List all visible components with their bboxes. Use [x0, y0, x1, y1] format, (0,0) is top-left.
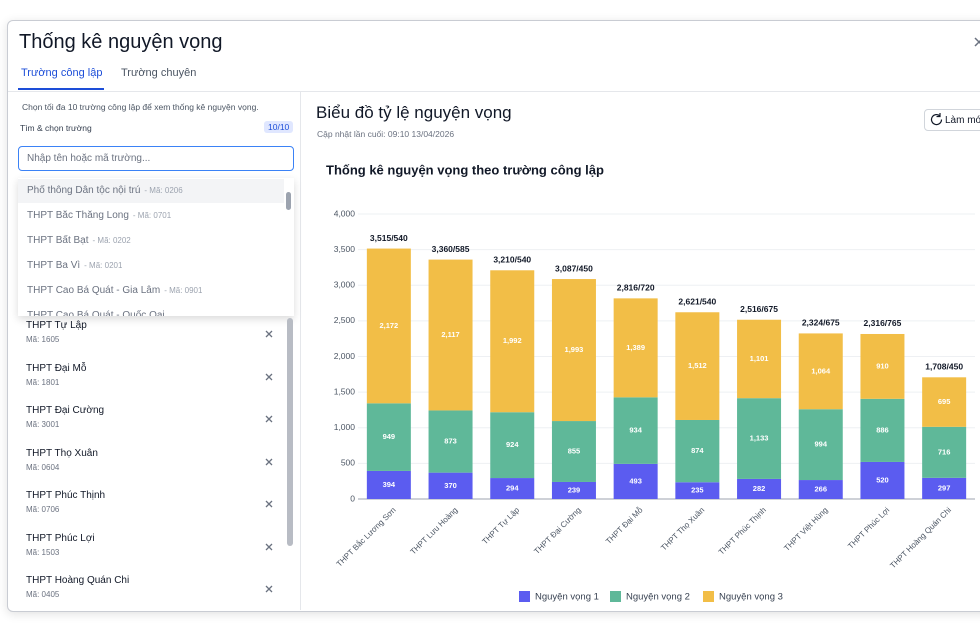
panel-title: Biểu đồ tỷ lệ nguyện vọng [316, 103, 512, 122]
selected-code: Mã: 0405 [26, 590, 60, 599]
school-name: THPT Ba Vì [27, 260, 81, 271]
selected-code: Mã: 0706 [26, 505, 60, 514]
dropdown-item[interactable]: THPT Bắc Thăng Long - Mã: 0701 [27, 210, 171, 221]
modal-title: Thống kê nguyện vọng [19, 31, 223, 53]
selected-code: Mã: 3001 [26, 420, 60, 429]
remove-button[interactable] [265, 580, 273, 593]
refresh-button[interactable]: Làm mới [924, 109, 980, 131]
selected-code: Mã: 1605 [26, 335, 60, 344]
selected-code: Mã: 0604 [26, 462, 60, 472]
tab-underline [18, 88, 104, 90]
dropdown-item[interactable]: Phổ thông Dân tộc nội trú - Mã: 0206 [27, 185, 183, 196]
school-name: THPT Cao Bá Quát - Gia Lâm [27, 285, 161, 296]
selected-name: THPT Thọ Xuân [26, 447, 98, 459]
dropdown-scrollbar [286, 192, 291, 210]
school-name: THPT Bắc Thăng Long [27, 210, 129, 221]
dropdown-item[interactable]: THPT Bất Bạt - Mã: 0202 [27, 235, 131, 246]
selected-name: THPT Phúc Lợi [26, 532, 95, 544]
count-badge: 10/10 [264, 121, 294, 133]
close-button[interactable] [973, 36, 980, 50]
school-name: Phổ thông Dân tộc nội trú [27, 185, 141, 196]
tab[interactable]: Trường chuyên [121, 67, 197, 79]
remove-button[interactable] [265, 453, 273, 465]
school-code: - Mã: 0901 [164, 286, 203, 295]
list-scrollbar [287, 318, 293, 546]
remove-button[interactable] [265, 368, 273, 380]
selected-name: THPT Hoàng Quán Chi [26, 575, 130, 586]
remove-button[interactable] [265, 325, 273, 338]
dropdown-item[interactable]: THPT Cao Bá Quát - Gia Lâm - Mã: 0901 [27, 285, 202, 296]
school-code: - Mã: 0206 [144, 186, 183, 195]
hint: Chọn tối đa 10 trường công lập để xem th… [22, 102, 259, 112]
dropdown-highlight [18, 179, 284, 203]
search-label: Tìm & chọn trường [20, 123, 92, 133]
selected-name: THPT Đại Mỗ [26, 362, 87, 374]
school-code: - Mã: 0701 [132, 211, 172, 220]
selected-name: THPT Phúc Thịnh [26, 490, 106, 501]
sidebar-divider [300, 92, 301, 610]
dropdown-item[interactable]: THPT Cao Bá Quát - Quốc Oai [27, 310, 165, 316]
updated-at: Cập nhật lần cuối: 09:10 13/04/2026 [317, 129, 455, 139]
selected-code: Mã: 1801 [26, 377, 60, 387]
header-divider [8, 91, 980, 92]
remove-button[interactable] [265, 495, 273, 508]
selected-code: Mã: 1503 [26, 547, 60, 557]
selected-name: THPT Tự Lập [26, 320, 87, 331]
search-input[interactable]: Nhập tên hoặc mã trường... [18, 146, 294, 171]
school-name: THPT Bất Bạt [27, 235, 89, 246]
dropdown-item[interactable]: THPT Ba Vì - Mã: 0201 [27, 260, 122, 271]
school-name: THPT Cao Bá Quát - Quốc Oai [27, 310, 165, 316]
school-code: - Mã: 0202 [92, 236, 131, 245]
school-code: - Mã: 0201 [84, 261, 123, 270]
selected-name: THPT Đại Cường [26, 405, 105, 416]
remove-button[interactable] [265, 538, 273, 550]
tab[interactable]: Trường công lập [21, 67, 103, 79]
remove-button[interactable] [265, 410, 273, 423]
